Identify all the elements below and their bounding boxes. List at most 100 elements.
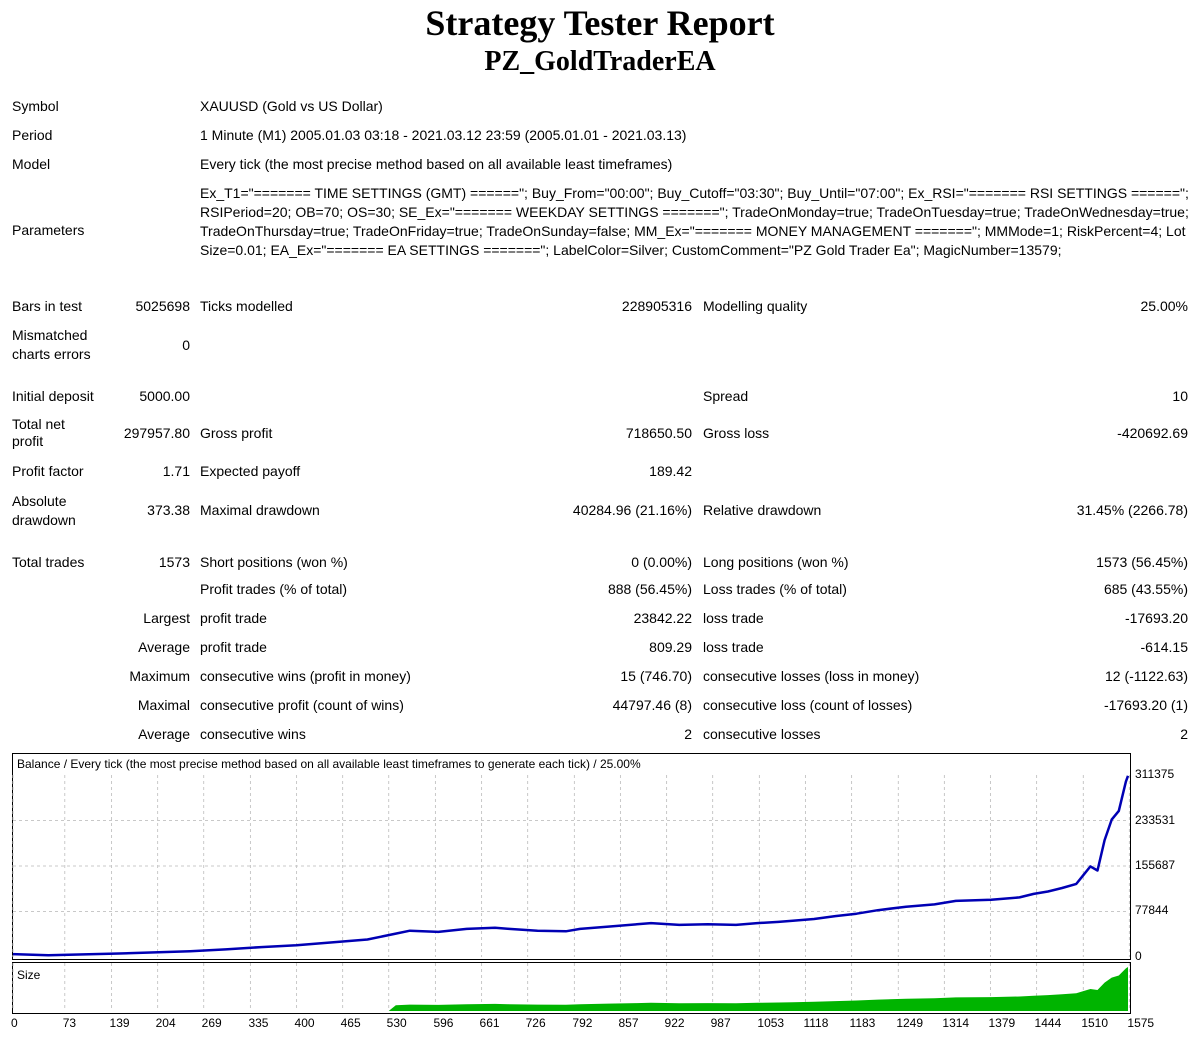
deposit-label: Initial deposit (12, 388, 94, 404)
x-tick-label: 857 (618, 1016, 639, 1030)
parameters-value: Ex_T1="======= TIME SETTINGS (GMT) =====… (200, 185, 1189, 258)
balance-chart-panel: Balance / Every tick (the most precise m… (12, 753, 1131, 960)
symbol-label: Symbol (12, 98, 59, 114)
x-tick-label: 1183 (849, 1016, 876, 1030)
maxl-profit-value: 44797.46 (8) (612, 697, 692, 713)
spread-label: Spread (703, 388, 749, 404)
maxdd-label: Maximal drawdown (200, 502, 320, 518)
x-tick-label: 1118 (803, 1016, 829, 1030)
long-value: 1573 (56.45%) (1096, 554, 1188, 570)
quality-label: Modelling quality (703, 298, 808, 314)
x-tick-label: 0 (11, 1016, 18, 1030)
avg-wins-label: consecutive wins (200, 726, 306, 742)
x-tick-label: 1575 (1127, 1016, 1155, 1030)
x-tick-label: 1379 (988, 1016, 1016, 1030)
pf-label: Profit factor (12, 463, 84, 479)
netprofit-label: Total net profit (12, 416, 65, 449)
ltrades-label: Loss trades (% of total) (703, 581, 847, 597)
x-tick-label: 400 (294, 1016, 315, 1030)
maxl-loss-value: -17693.20 (1) (1103, 697, 1188, 713)
quality-value: 25.00% (1140, 298, 1188, 314)
period-value: 1 Minute (M1) 2005.01.03 03:18 - 2021.03… (200, 127, 687, 143)
model-label: Model (12, 156, 51, 172)
largest-loss-label: loss trade (703, 610, 764, 626)
x-tick-label: 987 (710, 1016, 731, 1030)
average-profit-value: 809.29 (649, 639, 692, 655)
max-wins-label: consecutive wins (profit in money) (200, 668, 411, 684)
average-loss-value: -614.15 (1140, 639, 1188, 655)
maxdd-value: 40284.96 (21.16%) (572, 502, 692, 518)
trades-label: Total trades (12, 554, 85, 570)
avg-wins-value: 2 (684, 726, 692, 742)
x-tick-label: 1444 (1034, 1016, 1062, 1030)
bars-value: 5025698 (135, 298, 190, 314)
payoff-value: 189.42 (649, 463, 692, 479)
report-title: Strategy Tester Report (425, 3, 775, 43)
max-losses-label: consecutive losses (loss in money) (703, 668, 920, 684)
avg-losses-value: 2 (1180, 726, 1188, 742)
largest-label: Largest (143, 610, 190, 626)
max-losses-value: 12 (-1122.63) (1104, 668, 1188, 684)
x-tick-label: 530 (386, 1016, 407, 1030)
x-tick-label: 726 (525, 1016, 546, 1030)
x-tick-label: 73 (62, 1016, 77, 1030)
pf-value: 1.71 (162, 463, 190, 479)
maximal-label: Maximal (137, 697, 190, 713)
x-tick-label: 204 (155, 1016, 176, 1030)
bars-label: Bars in test (12, 298, 83, 314)
maxl-loss-label: consecutive loss (count of losses) (703, 697, 913, 713)
ltrades-value: 685 (43.55%) (1103, 581, 1188, 597)
netprofit-value: 297957.80 (123, 425, 190, 441)
x-tick-label: 1510 (1081, 1016, 1109, 1030)
x-tick-label: 465 (340, 1016, 361, 1030)
x-tick-label: 1249 (896, 1016, 924, 1030)
x-tick-label: 335 (248, 1016, 269, 1030)
model-value: Every tick (the most precise method base… (200, 156, 673, 172)
average-label: Average (138, 639, 190, 655)
maxl-profit-label: consecutive profit (count of wins) (200, 697, 404, 713)
y-tick-label: 0 (1135, 949, 1142, 963)
spread-value: 10 (1172, 388, 1188, 404)
y-tick-label: 233531 (1135, 812, 1176, 827)
ticks-label: Ticks modelled (200, 298, 293, 314)
x-tick-label: 596 (433, 1016, 454, 1030)
grossprofit-label: Gross profit (200, 425, 273, 441)
trades-value: 1573 (158, 554, 190, 570)
grossloss-value: -420692.69 (1117, 425, 1188, 441)
short-value: 0 (0.00%) (631, 554, 692, 570)
reldd-label: Relative drawdown (703, 502, 822, 518)
ptrades-value: 888 (56.45%) (607, 581, 692, 597)
ptrades-label: Profit trades (% of total) (200, 581, 348, 597)
y-tick-label: 311375 (1135, 767, 1175, 781)
x-tick-label: 792 (572, 1016, 593, 1030)
mismatch-label: Mismatched charts errors (12, 327, 91, 362)
payoff-label: Expected payoff (200, 463, 301, 479)
average2-label: Average (138, 726, 190, 742)
symbol-value: XAUUSD (Gold vs US Dollar) (200, 98, 383, 114)
y-tick-label: 77844 (1135, 903, 1169, 918)
average-profit-label: profit trade (200, 639, 267, 655)
max-wins-value: 15 (746.70) (620, 668, 692, 684)
reldd-value: 31.45% (2266.78) (1076, 502, 1188, 518)
x-tick-label: 269 (201, 1016, 222, 1030)
x-tick-label: 139 (109, 1016, 130, 1030)
average-loss-label: loss trade (703, 639, 764, 655)
deposit-value: 5000.00 (139, 388, 190, 404)
size-chart-panel: Size (12, 962, 1131, 1014)
period-label: Period (12, 127, 53, 143)
parameters-label: Parameters (12, 222, 85, 238)
mismatch-value: 0 (182, 337, 190, 353)
ticks-value: 228905316 (621, 298, 692, 314)
x-tick-label: 661 (479, 1016, 500, 1030)
absdd-label: Absolute drawdown (12, 493, 76, 528)
x-tick-label: 922 (664, 1016, 685, 1030)
short-label: Short positions (won %) (200, 554, 348, 570)
long-label: Long positions (won %) (703, 554, 849, 570)
absdd-value: 373.38 (147, 502, 190, 518)
largest-profit-value: 23842.22 (633, 610, 692, 626)
grossloss-label: Gross loss (703, 425, 770, 441)
x-tick-label: 1314 (942, 1016, 970, 1030)
grossprofit-value: 718650.50 (625, 425, 692, 441)
chart-title: Balance / Every tick (the most precise m… (17, 757, 641, 771)
largest-loss-value: -17693.20 (1124, 610, 1188, 626)
